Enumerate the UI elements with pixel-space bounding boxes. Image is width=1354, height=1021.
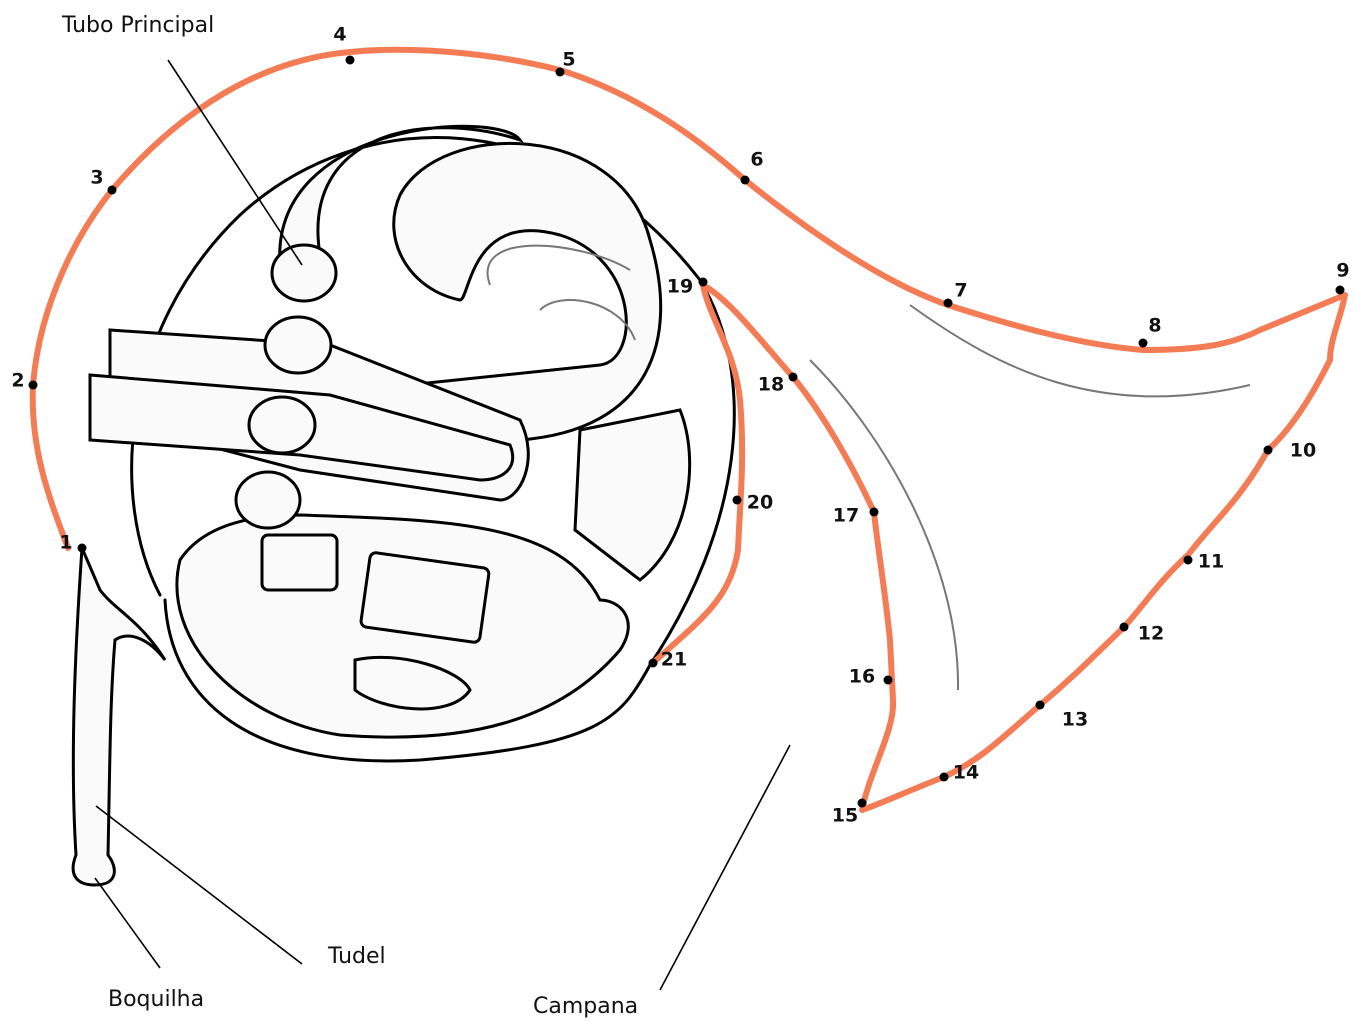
dot-number: 3 bbox=[90, 167, 103, 189]
dot-number: 14 bbox=[953, 762, 979, 784]
dot bbox=[29, 381, 38, 390]
dot-number: 11 bbox=[1198, 551, 1224, 573]
dot bbox=[1184, 556, 1193, 565]
callout-line bbox=[660, 745, 790, 990]
dot-number: 20 bbox=[747, 492, 773, 514]
dot bbox=[944, 299, 953, 308]
dot bbox=[1036, 701, 1045, 710]
callout-line bbox=[96, 806, 302, 964]
dot bbox=[108, 186, 117, 195]
dot-number: 13 bbox=[1062, 709, 1088, 731]
dot-number: 17 bbox=[833, 505, 859, 527]
dot bbox=[649, 659, 658, 668]
dot bbox=[1139, 339, 1148, 348]
dot-number: 9 bbox=[1336, 260, 1349, 282]
dot bbox=[789, 373, 798, 382]
dot-number: 15 bbox=[832, 805, 858, 827]
dot-number: 10 bbox=[1290, 440, 1316, 462]
diagram: 1 2 3 4 5 6 7 8 9 10 11 12 13 14 15 16 1… bbox=[0, 0, 1354, 1021]
dot bbox=[858, 799, 867, 808]
dot-number: 12 bbox=[1138, 623, 1164, 645]
dot-number: 8 bbox=[1148, 315, 1161, 337]
dot-number: 4 bbox=[333, 24, 346, 46]
label: Tudel bbox=[327, 944, 386, 969]
dot bbox=[884, 676, 893, 685]
label: Tubo Principal bbox=[61, 13, 214, 38]
dot bbox=[1264, 446, 1273, 455]
callout-line bbox=[168, 60, 302, 265]
dot bbox=[78, 544, 87, 553]
label: Boquilha bbox=[108, 987, 204, 1012]
callout-line bbox=[95, 878, 160, 968]
dot bbox=[940, 773, 949, 782]
dot bbox=[699, 278, 708, 287]
horn-drawing bbox=[73, 126, 1250, 885]
dot-number: 21 bbox=[661, 649, 687, 671]
dot-number: 19 bbox=[667, 276, 693, 298]
dot bbox=[1120, 623, 1129, 632]
dot-number: 5 bbox=[562, 49, 575, 71]
dot-number: 1 bbox=[59, 532, 72, 554]
dot bbox=[870, 508, 879, 517]
dot-number: 7 bbox=[954, 280, 967, 302]
dot bbox=[1336, 286, 1345, 295]
dot bbox=[741, 176, 750, 185]
dot-number: 2 bbox=[11, 370, 24, 392]
dot-number: 6 bbox=[750, 149, 763, 171]
dot bbox=[346, 56, 355, 65]
dot-number: 16 bbox=[849, 666, 875, 688]
label: Campana bbox=[533, 994, 638, 1019]
dot bbox=[733, 496, 742, 505]
dot-number: 18 bbox=[758, 374, 784, 396]
